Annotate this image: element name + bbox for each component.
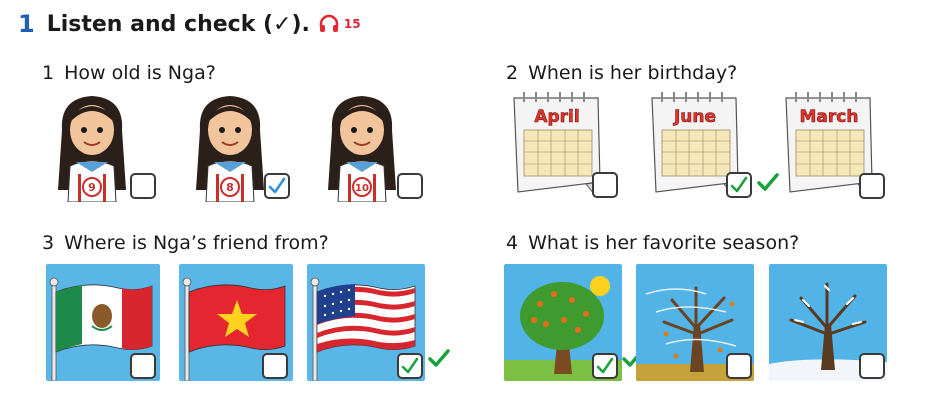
question-number: 1 <box>42 62 55 84</box>
question-4: 4 What is her favorite season? <box>506 232 799 254</box>
question-number: 3 <box>42 232 55 254</box>
calendar-month: April <box>534 107 579 127</box>
option-autumn-tree <box>636 264 754 381</box>
option-winter-tree <box>769 264 887 381</box>
autumn-tree-icon <box>636 286 754 381</box>
option-mexico-flag <box>46 264 160 381</box>
age-badge: 10 <box>355 183 369 194</box>
option-girl-age-10: 10 <box>322 90 402 203</box>
question-text: How old is Nga? <box>64 62 216 84</box>
usa-flag-icon <box>310 277 416 381</box>
question-text: What is her favorite season? <box>528 232 800 254</box>
calendar-month: June <box>673 107 716 127</box>
option-usa-flag <box>307 264 425 381</box>
girl-illustration: 9 <box>58 96 126 203</box>
question-text: Where is Nga’s friend from? <box>64 232 329 254</box>
checkmark-icon <box>730 176 748 193</box>
age-badge: 8 <box>226 181 234 194</box>
checkbox-q2-opt3[interactable] <box>859 173 885 199</box>
checkbox-q3-opt1[interactable] <box>130 353 156 379</box>
exercise-header: 1 Listen and check (✓). 15 <box>18 10 361 38</box>
option-calendar-march: March <box>780 88 876 196</box>
checkbox-q3-opt2[interactable] <box>262 353 288 379</box>
checkbox-q2-opt2[interactable] <box>726 172 752 198</box>
question-text: When is her birthday? <box>528 62 738 84</box>
exercise-number: 1 <box>18 10 35 38</box>
checkbox-q1-opt3[interactable] <box>397 173 423 199</box>
option-girl-age-8: 8 <box>190 90 270 203</box>
checkbox-q3-opt3[interactable] <box>397 353 423 379</box>
checkbox-q1-opt1[interactable] <box>130 173 156 199</box>
option-girl-age-9: 9 <box>52 90 132 203</box>
question-number: 4 <box>506 232 519 254</box>
answer-checkmark-icon <box>757 173 779 191</box>
girl-illustration: 8 <box>196 96 264 203</box>
checkbox-q4-opt2[interactable] <box>726 353 752 379</box>
winter-tree-icon <box>769 282 887 381</box>
option-vietnam-flag <box>179 264 293 381</box>
question-number: 2 <box>506 62 519 84</box>
vietnam-flag-icon <box>182 277 286 381</box>
headphones-icon <box>319 14 339 32</box>
option-calendar-june: June <box>646 88 742 196</box>
checkmark-icon <box>401 357 419 374</box>
answer-checkmark-icon <box>428 349 450 367</box>
age-badge: 9 <box>88 181 96 194</box>
girl-illustration: 10 <box>328 96 396 203</box>
checkbox-q4-opt1[interactable] <box>592 353 618 379</box>
calendar-illustration: June <box>651 92 739 195</box>
audio-button[interactable]: 15 <box>318 14 361 34</box>
checkmark-icon <box>596 357 614 374</box>
question-1: 1 How old is Nga? <box>42 62 216 84</box>
exercise-instruction: Listen and check (✓). <box>46 11 310 37</box>
checkmark-icon <box>268 177 286 194</box>
mexico-flag-icon <box>49 277 153 381</box>
option-calendar-april: April <box>508 88 604 196</box>
question-2: 2 When is her birthday? <box>506 62 737 84</box>
calendar-illustration: March <box>785 92 873 195</box>
question-3: 3 Where is Nga’s friend from? <box>42 232 329 254</box>
calendar-illustration: April <box>513 92 601 195</box>
checkbox-q4-opt3[interactable] <box>859 353 885 379</box>
calendar-month: March <box>800 107 859 127</box>
checkbox-q2-opt1[interactable] <box>592 172 618 198</box>
audio-track-number: 15 <box>343 17 361 31</box>
checkbox-q1-opt2[interactable] <box>264 173 290 199</box>
